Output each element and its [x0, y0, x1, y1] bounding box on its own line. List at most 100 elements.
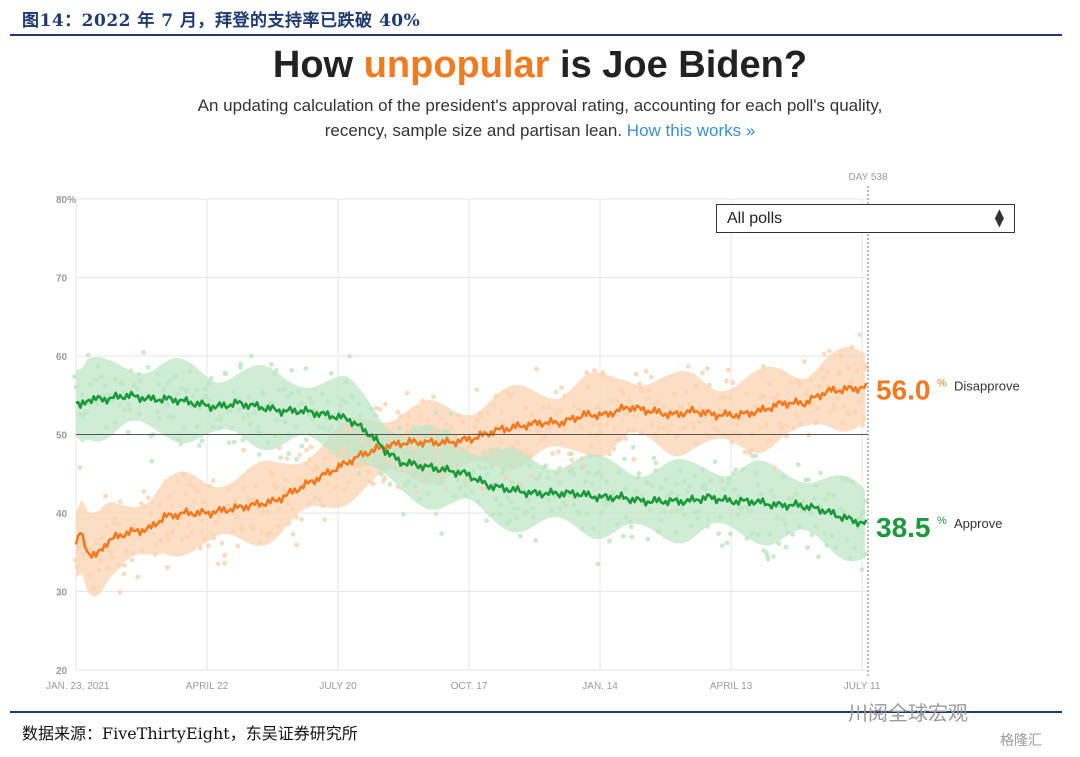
disapprove-poll-dot [290, 531, 296, 537]
approve-poll-dot [623, 515, 629, 521]
approve-poll-dot [764, 550, 769, 555]
disapprove-poll-dot [852, 409, 858, 415]
disapprove-poll-dot [199, 518, 204, 524]
disapprove-poll-dot [846, 365, 852, 371]
approve-poll-dot [515, 505, 521, 511]
approve-poll-dot [439, 531, 445, 536]
approve-poll-dot [112, 420, 118, 426]
approve-poll-dot [475, 499, 481, 504]
approve-poll-dot [368, 406, 374, 412]
disapprove-poll-dot [579, 425, 584, 431]
approve-poll-dot [149, 458, 155, 464]
disapprove-poll-dot [562, 426, 567, 431]
approve-poll-dot [679, 506, 684, 512]
disapprove-poll-dot [276, 445, 282, 451]
disapprove-poll-dot [509, 444, 515, 449]
approve-poll-dot [122, 407, 127, 413]
approve-poll-dot [296, 389, 302, 395]
disapprove-poll-dot [838, 353, 844, 359]
disapprove-band [76, 346, 866, 597]
disapprove-poll-dot [312, 495, 317, 501]
disapprove-poll-dot [840, 420, 845, 425]
disapprove-poll-dot [516, 427, 522, 432]
approve-poll-dot [179, 386, 185, 391]
disapprove-poll-dot [579, 456, 585, 462]
approve-poll-dot [692, 509, 698, 515]
approve-poll-dot [705, 516, 711, 522]
how-this-works-link[interactable]: How this works » [626, 121, 756, 140]
approve-poll-dot [682, 512, 687, 518]
disapprove-poll-dot [231, 528, 237, 534]
approve-poll-dot [72, 374, 77, 379]
disapprove-poll-dot [257, 539, 263, 545]
disapprove-poll-dot [686, 401, 692, 407]
disapprove-poll-dot [553, 389, 559, 395]
disapprove-poll-dot [769, 394, 775, 400]
disapprove-poll-dot [333, 484, 338, 490]
disapprove-poll-dot [656, 398, 662, 404]
approve-poll-dot [695, 516, 701, 521]
approve-poll-dot [433, 511, 439, 517]
approve-poll-dot [257, 429, 263, 435]
disapprove-poll-dot [724, 378, 729, 384]
disapprove-poll-dot [361, 437, 367, 442]
disapprove-poll-dot [216, 512, 222, 518]
approve-poll-dot [859, 567, 865, 573]
approve-poll-dot [645, 536, 651, 542]
approve-poll-dot [178, 441, 184, 447]
approve-poll-dot [94, 401, 100, 407]
disapprove-poll-dot [734, 422, 740, 428]
disapprove-poll-dot [541, 405, 546, 410]
disapprove-poll-dot [813, 420, 818, 426]
approve-poll-dot [507, 518, 512, 523]
approve-poll-dot [296, 403, 301, 408]
approval-chart: 80% 70 60 50 40 30 20 JAN. 23, 2021 APRIL 22 JULY… [46, 172, 1020, 692]
x-tick-label: APRIL 22 [186, 681, 229, 692]
approve-poll-dot [514, 515, 520, 521]
disapprove-poll-dot [619, 417, 625, 423]
poll-filter-dropdown[interactable]: All polls ▲ ▼ [716, 204, 1015, 233]
approve-poll-dot [241, 415, 246, 421]
disapprove-poll-dot [317, 497, 323, 503]
disapprove-poll-dot [784, 423, 789, 429]
disapprove-poll-dot [816, 384, 822, 389]
approve-poll-dot [222, 370, 228, 376]
disapprove-poll-dot [250, 526, 256, 532]
approve-poll-dot [530, 505, 536, 511]
approve-poll-dot [323, 415, 329, 421]
approve-poll-dot [622, 456, 627, 462]
disapprove-poll-dot [307, 500, 312, 505]
approve-poll-dot [306, 411, 312, 417]
disapprove-poll-dot [267, 530, 273, 536]
approve-poll-dot [831, 492, 836, 498]
approve-poll-dot [863, 498, 869, 504]
approve-poll-dot [299, 400, 305, 406]
disapprove-poll-dot [467, 442, 473, 448]
approve-poll-dot [248, 353, 254, 359]
approve-poll-dot [174, 391, 180, 397]
approve-poll-dot [647, 507, 653, 513]
approve-poll-dot [450, 445, 456, 451]
approve-poll-dot [197, 405, 202, 411]
band-layer [76, 346, 866, 597]
approve-poll-dot [688, 523, 694, 529]
approve-poll-dot [755, 482, 761, 488]
disapprove-poll-dot [715, 428, 720, 433]
approve-poll-dot [814, 483, 819, 489]
disapprove-poll-dot [718, 395, 723, 400]
approve-poll-dot [505, 495, 511, 501]
approve-poll-dot [435, 481, 441, 487]
disapprove-poll-dot [776, 420, 782, 426]
approve-poll-dot [744, 536, 750, 541]
approve-poll-dot [662, 509, 667, 514]
disapprove-poll-dot [631, 428, 637, 433]
approve-poll-dot [236, 406, 242, 412]
approve-poll-dot [750, 453, 755, 459]
approve-poll-dot [309, 400, 315, 406]
approve-poll-dot [256, 452, 262, 457]
disapprove-poll-dot [798, 421, 804, 426]
disapprove-poll-dot [96, 540, 102, 546]
y-tick-label: 20 [56, 666, 68, 677]
approve-poll-dot [387, 482, 393, 487]
disapprove-poll-dot [522, 405, 528, 411]
